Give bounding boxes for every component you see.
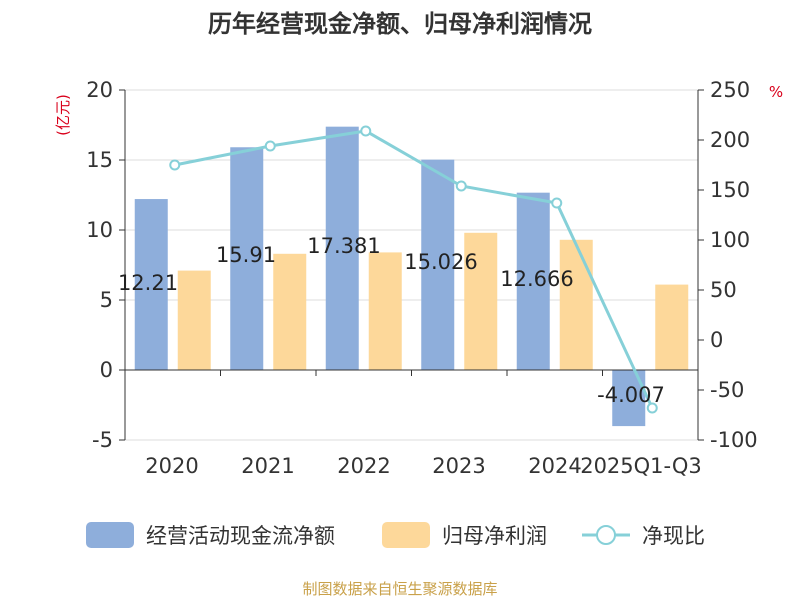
- legend-label-cash-flow: 经营活动现金流净额: [146, 524, 335, 548]
- legend-label-net-profit: 归母净利润: [442, 524, 547, 548]
- x-tick-label: 2020: [145, 454, 198, 478]
- ratio-point: [646, 402, 658, 414]
- cash-flow-data-label: -4.007: [597, 383, 665, 407]
- left-tick-label: 15: [86, 148, 113, 172]
- chart-title: 历年经营现金净额、归母净利润情况: [208, 10, 592, 38]
- net-profit-bar: [273, 253, 307, 370]
- right-tick-label: 250: [710, 78, 750, 102]
- x-tick-label: 2024: [528, 454, 581, 478]
- net-profit-bar: [368, 252, 402, 370]
- net-profit-bar: [464, 232, 498, 370]
- x-tick-label: 2022: [337, 454, 390, 478]
- net-profit-bar: [559, 239, 593, 370]
- cash-flow-data-label: 15.91: [216, 243, 276, 267]
- cash-flow-bar: [421, 159, 455, 370]
- cash-flow-bar: [516, 192, 550, 370]
- legend-label-ratio: 净现比: [642, 524, 705, 548]
- x-tick-label: 2025Q1-Q3: [580, 454, 702, 478]
- ratio-point: [455, 180, 467, 192]
- data-labels: 12.21 15.91 17.381 15.026 12.666 -4.007: [118, 234, 665, 407]
- cash-flow-data-label: 12.21: [118, 271, 178, 295]
- legend-swatch-net-profit: [382, 522, 430, 548]
- x-tick-label: 2021: [241, 454, 294, 478]
- left-axis-unit: (亿元): [54, 94, 72, 136]
- ratio-line: [169, 125, 658, 414]
- right-tick-label: 150: [710, 178, 750, 202]
- ratio-point: [360, 125, 372, 137]
- left-tick-label: 20: [86, 78, 113, 102]
- left-tick-label: 5: [100, 288, 113, 312]
- right-tick-label: 200: [710, 128, 750, 152]
- right-tick-label: -50: [710, 378, 744, 402]
- legend-swatch-cash-flow: [86, 522, 134, 548]
- left-tick-label: -5: [92, 428, 113, 452]
- legend-marker-ratio: [596, 525, 616, 545]
- right-tick-label: 50: [710, 278, 737, 302]
- left-tick-label: 10: [86, 218, 113, 242]
- cash-flow-data-label: 17.381: [307, 234, 380, 258]
- cash-flow-data-label: 15.026: [404, 250, 477, 274]
- right-tick-label: 100: [710, 228, 750, 252]
- bars: [134, 126, 689, 427]
- cash-flow-data-label: 12.666: [500, 267, 573, 291]
- source-note: 制图数据来自恒生聚源数据库: [302, 580, 497, 598]
- ratio-point: [551, 197, 563, 209]
- x-tick-label: 2023: [432, 454, 485, 478]
- right-axis-unit: %: [769, 83, 783, 101]
- left-tick-label: 0: [100, 358, 113, 382]
- net-profit-bar: [177, 270, 211, 370]
- cash-flow-bar: [325, 126, 359, 370]
- ratio-line-path: [174, 129, 654, 409]
- cash-flow-bar: [134, 199, 168, 370]
- right-tick-label: -100: [710, 428, 758, 452]
- ratio-point: [264, 140, 276, 152]
- right-tick-label: 0: [710, 328, 723, 352]
- ratio-point: [169, 159, 181, 171]
- legend: 经营活动现金流净额 归母净利润 净现比: [86, 522, 705, 548]
- net-profit-bar: [655, 284, 689, 370]
- cash-flow-bar: [230, 147, 264, 370]
